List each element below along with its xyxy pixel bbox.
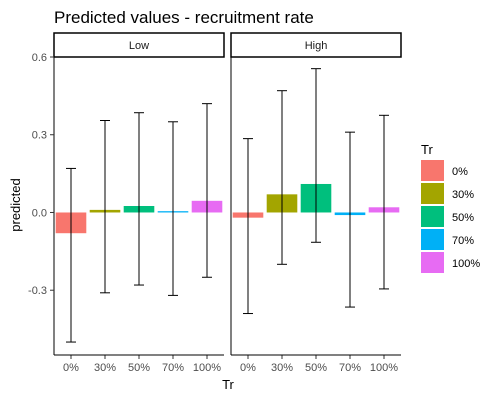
legend-key-50% bbox=[421, 206, 444, 227]
facet-strip bbox=[230, 32, 402, 58]
facet-panel-high: High 0% 30% 50% 70% 100% bbox=[230, 32, 402, 374]
legend-title: Tr bbox=[421, 142, 433, 157]
y-axis-title: predicted bbox=[8, 178, 23, 231]
x-tick-label: 100% bbox=[370, 362, 398, 374]
legend: Tr 0% 30% 50% 70% 100% bbox=[421, 142, 480, 273]
x-tick-label: 30% bbox=[94, 362, 116, 374]
legend-label: 50% bbox=[452, 212, 474, 224]
legend-label: 0% bbox=[452, 166, 468, 178]
facet-strip-label: High bbox=[305, 40, 328, 52]
facet-panel-low: Low 0% 30% 50% 70% 100% bbox=[53, 32, 225, 374]
x-tick-label: 70% bbox=[162, 362, 184, 374]
legend-label: 30% bbox=[452, 189, 474, 201]
legend-key-70% bbox=[421, 229, 444, 250]
y-tick-label: 0.6 bbox=[32, 52, 47, 64]
x-tick-label: 0% bbox=[63, 362, 79, 374]
legend-key-100% bbox=[421, 252, 444, 273]
facet-panels: Low 0% 30% 50% 70% 100% High 0% 30% 50% 70% 100% bbox=[53, 32, 402, 374]
x-axis-title: Tr bbox=[222, 377, 234, 392]
facet-strip bbox=[53, 32, 225, 58]
y-tick-label: 0.3 bbox=[32, 130, 47, 142]
x-tick-label: 50% bbox=[128, 362, 150, 374]
facet-strip-label: Low bbox=[129, 40, 149, 52]
y-tick-label: 0.0 bbox=[32, 207, 47, 219]
chart-title: Predicted values - recruitment rate bbox=[54, 8, 314, 27]
x-tick-label: 70% bbox=[339, 362, 361, 374]
x-tick-label: 100% bbox=[193, 362, 221, 374]
x-tick-label: 50% bbox=[305, 362, 327, 374]
y-axis: -0.3 0.0 0.3 0.6 bbox=[28, 52, 54, 297]
legend-key-0% bbox=[421, 160, 444, 181]
x-tick-label: 0% bbox=[240, 362, 256, 374]
legend-label: 100% bbox=[452, 258, 480, 270]
y-tick-label: -0.3 bbox=[28, 285, 47, 297]
legend-key-30% bbox=[421, 183, 444, 204]
legend-label: 70% bbox=[452, 235, 474, 247]
x-tick-label: 30% bbox=[271, 362, 293, 374]
